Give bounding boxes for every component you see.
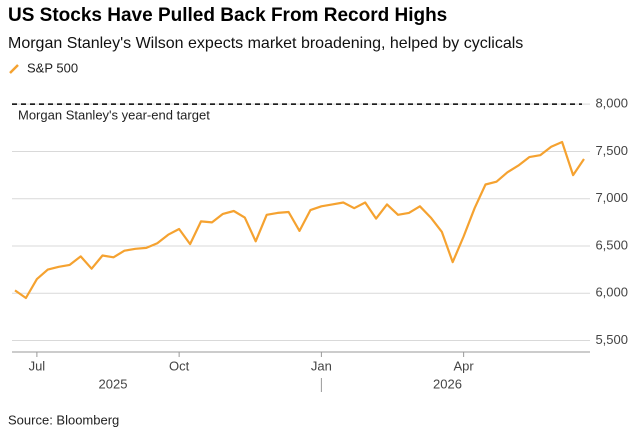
- y-tick-label: 8,000: [595, 96, 628, 111]
- x-tick-label: Apr: [454, 358, 475, 373]
- chart-subtitle: Morgan Stanley's Wilson expects market b…: [8, 35, 523, 52]
- x-tick-label: Jul: [29, 358, 46, 373]
- y-tick-label: 5,500: [595, 332, 628, 347]
- y-tick-label: 6,000: [595, 285, 628, 300]
- source: Source: Bloomberg: [8, 412, 119, 427]
- target-label: Morgan Stanley's year-end target: [18, 108, 210, 123]
- x-tick-label: Jan: [311, 358, 332, 373]
- legend-swatch: [9, 64, 19, 74]
- y-tick-label: 7,500: [595, 143, 628, 158]
- legend-label: S&P 500: [27, 60, 78, 75]
- chart-title: US Stocks Have Pulled Back From Record H…: [8, 5, 447, 26]
- y-tick-label: 6,500: [595, 237, 628, 252]
- x-tick-label: Oct: [169, 358, 190, 373]
- year-label: 2026: [433, 376, 462, 391]
- series-line: [14, 140, 585, 300]
- y-tick-label: 7,000: [595, 190, 628, 205]
- year-label: 2025: [99, 376, 128, 391]
